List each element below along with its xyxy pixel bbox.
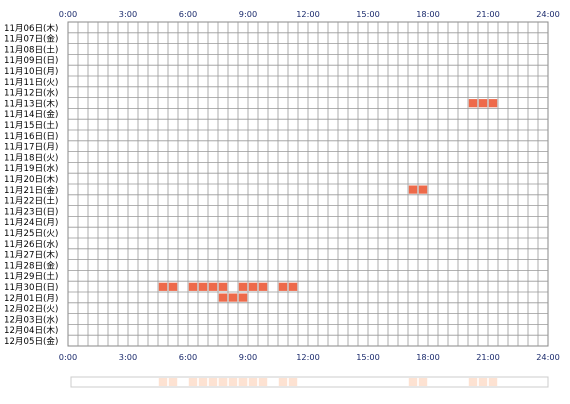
y-axis-label: 11月27日(木) xyxy=(4,249,58,261)
summary-mark xyxy=(278,378,288,386)
summary-mark xyxy=(158,378,168,386)
summary-mark xyxy=(188,378,198,386)
summary-mark xyxy=(168,378,178,386)
summary-mark xyxy=(488,378,498,386)
x-tick-label-top: 0:00 xyxy=(59,9,77,19)
y-axis-label: 11月14日(金) xyxy=(4,108,58,120)
y-axis-label: 11月16日(日) xyxy=(4,131,58,142)
y-axis-label: 11月19日(水) xyxy=(4,162,58,174)
y-axis-label: 11月30日(日) xyxy=(4,282,58,293)
x-tick-label-top: 12:00 xyxy=(296,9,320,19)
activity-mark xyxy=(228,293,238,302)
summary-mark xyxy=(408,378,418,386)
x-tick-label-top: 15:00 xyxy=(356,9,380,19)
activity-mark xyxy=(218,293,228,302)
activity-mark xyxy=(288,282,298,291)
y-axis-label: 11月28日(金) xyxy=(4,259,58,271)
activity-mark xyxy=(238,293,248,302)
y-axis-label: 11月23日(日) xyxy=(4,206,58,217)
x-tick-label-top: 3:00 xyxy=(119,9,137,19)
summary-mark xyxy=(228,378,238,386)
x-tick-label-bottom: 9:00 xyxy=(239,352,257,362)
y-axis-label: 11月07日(金) xyxy=(4,33,58,45)
activity-mark xyxy=(248,282,258,291)
summary-mark xyxy=(248,378,258,386)
x-tick-label-bottom: 21:00 xyxy=(476,352,500,362)
x-tick-label-bottom: 24:00 xyxy=(536,352,560,362)
y-axis-label: 11月08日(土) xyxy=(4,43,58,55)
activity-mark xyxy=(198,282,208,291)
activity-mark xyxy=(468,99,478,108)
x-tick-label-bottom: 3:00 xyxy=(119,352,137,362)
y-axis-label: 11月29日(土) xyxy=(4,270,58,282)
activity-mark xyxy=(168,282,178,291)
activity-mark xyxy=(208,282,218,291)
activity-mark xyxy=(258,282,268,291)
y-axis-label: 12月04日(木) xyxy=(4,324,58,336)
activity-mark xyxy=(278,282,288,291)
activity-mark xyxy=(158,282,168,291)
summary-mark xyxy=(208,378,218,386)
y-axis-label: 11月10日(月) xyxy=(4,66,58,77)
y-axis-label: 11月15日(土) xyxy=(4,119,58,131)
activity-mark xyxy=(478,99,488,108)
x-tick-label-bottom: 18:00 xyxy=(416,352,440,362)
y-axis-label: 11月26日(水) xyxy=(4,238,58,250)
x-tick-label-bottom: 15:00 xyxy=(356,352,380,362)
y-axis-label: 12月05日(金) xyxy=(4,335,58,347)
y-axis-label: 11月21日(金) xyxy=(4,184,58,196)
x-tick-label-top: 6:00 xyxy=(179,9,197,19)
activity-mark xyxy=(408,185,418,194)
y-axis-label: 12月02日(火) xyxy=(4,304,58,315)
x-tick-label-top: 9:00 xyxy=(239,9,257,19)
y-axis-label: 11月20日(木) xyxy=(4,173,58,185)
summary-mark xyxy=(218,378,228,386)
x-tick-label-bottom: 0:00 xyxy=(59,352,77,362)
y-axis-label: 12月01日(月) xyxy=(4,293,58,304)
x-tick-label-bottom: 12:00 xyxy=(296,352,320,362)
summary-mark xyxy=(288,378,298,386)
y-axis-label: 11月25日(火) xyxy=(4,228,58,239)
summary-mark xyxy=(258,378,268,386)
summary-mark xyxy=(468,378,478,386)
summary-mark xyxy=(198,378,208,386)
activity-mark xyxy=(188,282,198,291)
x-tick-label-top: 21:00 xyxy=(476,9,500,19)
activity-mark xyxy=(238,282,248,291)
activity-mark xyxy=(488,99,498,108)
y-axis-label: 11月09日(日) xyxy=(4,55,58,66)
x-tick-label-top: 18:00 xyxy=(416,9,440,19)
y-axis-label: 11月18日(火) xyxy=(4,152,58,163)
summary-mark xyxy=(478,378,488,386)
y-axis-label: 11月22日(土) xyxy=(4,195,58,207)
activity-mark xyxy=(218,282,228,291)
y-axis-label: 11月06日(木) xyxy=(4,22,58,34)
y-axis-label: 12月03日(水) xyxy=(4,313,58,325)
x-tick-label-top: 24:00 xyxy=(536,9,560,19)
activity-mark xyxy=(418,185,428,194)
summary-mark xyxy=(238,378,248,386)
summary-mark xyxy=(418,378,428,386)
y-axis-label: 11月11日(火) xyxy=(4,77,58,88)
x-tick-label-bottom: 6:00 xyxy=(179,352,197,362)
summary-strip xyxy=(70,376,549,388)
y-axis-label: 11月13日(木) xyxy=(4,97,58,109)
y-axis-label: 11月24日(月) xyxy=(4,217,58,228)
y-axis-label: 11月17日(月) xyxy=(4,142,58,153)
y-axis-label: 11月12日(水) xyxy=(4,87,58,99)
